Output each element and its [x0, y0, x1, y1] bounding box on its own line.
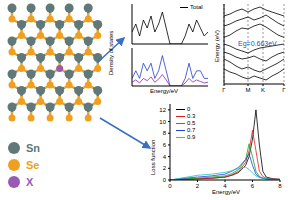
html-text:0: 0 — [187, 106, 191, 112]
svg-text:K: K — [261, 87, 265, 93]
svg-text:2: 2 — [196, 183, 200, 189]
svg-text:Sn: Sn — [26, 142, 40, 154]
html-text:Energy (eV): Energy (eV) — [214, 30, 220, 62]
html-text:Energy/eV: Energy/eV — [150, 88, 178, 94]
html-text:Energy/eV: Energy/eV — [212, 189, 240, 195]
html-text:Loss function: Loss function — [150, 139, 156, 175]
html-text:0.3: 0.3 — [187, 113, 196, 119]
html-text:Total: Total — [190, 4, 203, 10]
svg-text:8: 8 — [278, 183, 280, 189]
html-text:Eg=0.663eV: Eg=0.663eV — [238, 40, 277, 47]
html-text:0.5: 0.5 — [187, 120, 196, 126]
svg-text:12: 12 — [159, 107, 166, 113]
svg-text:M: M — [246, 87, 251, 93]
svg-text:2: 2 — [163, 165, 167, 171]
html-text:0.7: 0.7 — [187, 127, 196, 133]
svg-text:Se: Se — [26, 159, 39, 171]
svg-text:6: 6 — [163, 142, 167, 148]
svg-text:X: X — [26, 176, 34, 188]
svg-text:10: 10 — [159, 119, 166, 125]
svg-text:6: 6 — [251, 183, 255, 189]
html-text:0.9: 0.9 — [187, 134, 196, 140]
svg-text:0: 0 — [163, 177, 167, 183]
svg-text:4: 4 — [223, 183, 227, 189]
svg-text:8: 8 — [163, 130, 167, 136]
svg-text:Γ: Γ — [222, 87, 226, 93]
html-text:Density of states: Density of states — [108, 30, 114, 75]
svg-text:4: 4 — [163, 154, 167, 160]
svg-text:0: 0 — [168, 183, 172, 189]
